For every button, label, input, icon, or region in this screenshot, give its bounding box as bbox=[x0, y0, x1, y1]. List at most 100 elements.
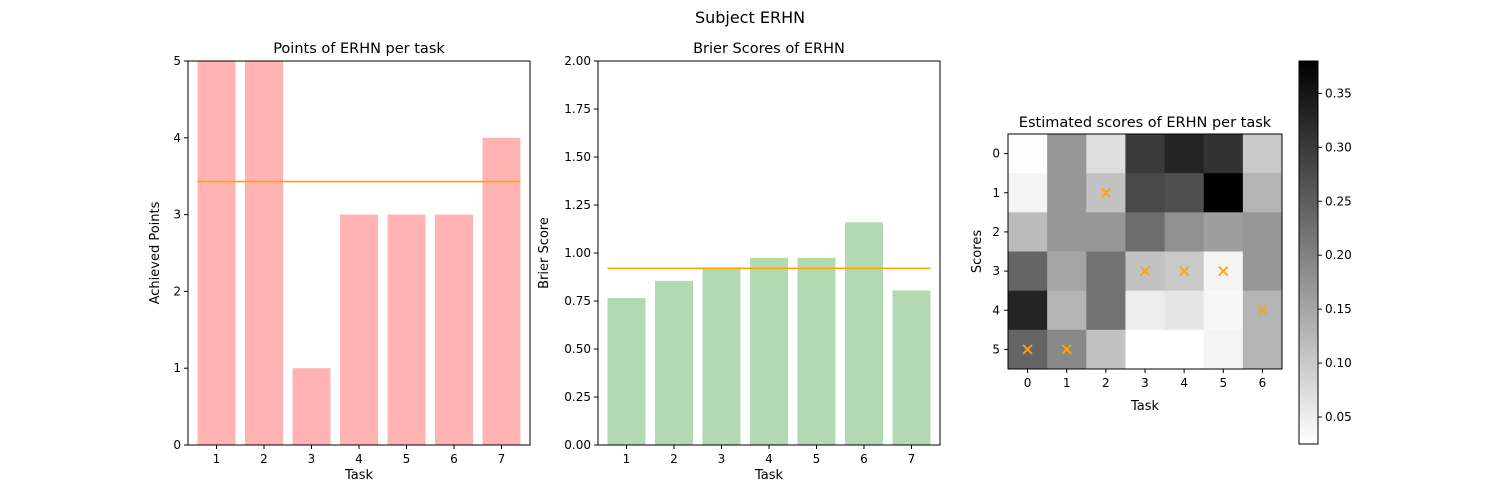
y-tick-label: 0.00 bbox=[564, 438, 591, 452]
figure-suptitle: Subject ERHN bbox=[695, 8, 805, 27]
y-tick-label: 1.50 bbox=[564, 150, 591, 164]
heatmap-cell bbox=[1047, 251, 1087, 292]
y-tick-label: 2 bbox=[992, 225, 1000, 239]
y-tick-label: 4 bbox=[992, 303, 1000, 317]
y-tick-label: 1.00 bbox=[564, 246, 591, 260]
bar bbox=[892, 290, 931, 445]
x-tick-label: 3 bbox=[718, 452, 726, 466]
heatmap-cell bbox=[1164, 212, 1205, 252]
heatmap-cell bbox=[1047, 212, 1087, 252]
bar bbox=[750, 257, 788, 445]
y-tick-label: 3 bbox=[173, 208, 181, 222]
chart-title: Points of ERHN per task bbox=[273, 41, 445, 57]
y-tick-label: 5 bbox=[173, 54, 181, 68]
bar bbox=[197, 61, 236, 445]
y-tick-label: 0.75 bbox=[564, 294, 591, 308]
y-tick-label: 0 bbox=[992, 147, 1000, 161]
heatmap-cell bbox=[1125, 212, 1166, 252]
bar bbox=[702, 267, 741, 445]
x-tick-label: 7 bbox=[498, 452, 506, 466]
colorbar-tick-label: 0.10 bbox=[1325, 356, 1352, 370]
heatmap-cell bbox=[1047, 290, 1087, 331]
y-axis-label: Achieved Points bbox=[148, 201, 163, 304]
x-tick-label: 7 bbox=[908, 452, 916, 466]
x-tick-label: 6 bbox=[450, 452, 458, 466]
bar bbox=[845, 222, 883, 445]
y-tick-label: 1.75 bbox=[564, 102, 591, 116]
heatmap-cell bbox=[1164, 329, 1205, 370]
x-tick-label: 4 bbox=[355, 452, 363, 466]
true-score-marker bbox=[1218, 265, 1229, 277]
x-tick-label: 1 bbox=[213, 452, 221, 466]
heatmap-cell bbox=[1125, 134, 1166, 174]
y-tick-label: 2.00 bbox=[564, 54, 591, 68]
colorbar-tick-label: 0.35 bbox=[1325, 86, 1352, 100]
chart-title: Brier Scores of ERHN bbox=[693, 41, 845, 57]
x-tick-label: 4 bbox=[765, 452, 773, 466]
heatmap-cell bbox=[1086, 329, 1126, 370]
y-tick-label: 0.25 bbox=[564, 390, 591, 404]
y-tick-label: 3 bbox=[992, 264, 1000, 278]
y-tick-label: 1 bbox=[992, 186, 1000, 200]
y-tick-label: 0 bbox=[173, 438, 181, 452]
true-score-marker bbox=[1022, 344, 1033, 355]
true-score-marker bbox=[1139, 265, 1151, 277]
true-score-marker bbox=[1061, 344, 1072, 355]
x-tick-label: 3 bbox=[1141, 376, 1149, 390]
heatmap-cell bbox=[1086, 212, 1126, 252]
true-score-marker bbox=[1179, 265, 1190, 277]
heatmap-cell bbox=[1086, 251, 1126, 292]
x-tick-label: 2 bbox=[260, 452, 268, 466]
x-tick-label: 2 bbox=[1102, 376, 1110, 390]
colorbar-tick-label: 0.25 bbox=[1325, 194, 1352, 208]
heatmap-cell bbox=[1203, 173, 1244, 213]
true-score-marker bbox=[1257, 305, 1268, 316]
heatmap-cell bbox=[1164, 134, 1205, 174]
heatmap-cell bbox=[1242, 173, 1283, 213]
colorbar-tick-label: 0.20 bbox=[1325, 248, 1352, 262]
y-tick-label: 0.50 bbox=[564, 342, 591, 356]
x-tick-label: 1 bbox=[623, 452, 631, 466]
bar bbox=[245, 61, 283, 445]
y-tick-label: 4 bbox=[173, 131, 181, 145]
bar bbox=[655, 280, 693, 445]
heatmap-cell bbox=[1164, 290, 1205, 331]
x-tick-label: 6 bbox=[1259, 376, 1267, 390]
estimated-scores-heatmap: 0 1 2 3 4 5 6 0 1 2 3 4 5 Estimated scores of ERHN pe… bbox=[970, 115, 1283, 414]
x-tick-label: 1 bbox=[1063, 376, 1071, 390]
y-tick-label: 1.25 bbox=[564, 198, 591, 212]
brier-bar-chart: 1 2 3 4 5 6 7 0.00 0.25 0.50 0.75 1.00 1.25 1.50 1.75 2… bbox=[537, 41, 941, 483]
x-axis-label: Task bbox=[344, 468, 374, 483]
bar bbox=[482, 137, 521, 446]
y-axis-label: Scores bbox=[970, 230, 985, 273]
heatmap-cell bbox=[1203, 329, 1244, 370]
bar bbox=[387, 214, 426, 445]
x-tick-label: 5 bbox=[403, 452, 411, 466]
heatmap-cell bbox=[1203, 134, 1244, 174]
heatmap-cell bbox=[1203, 290, 1244, 331]
heatmap-cell bbox=[1242, 251, 1283, 292]
heatmap-cell bbox=[1008, 290, 1048, 331]
x-tick-label: 0 bbox=[1024, 376, 1032, 390]
heatmap-cell bbox=[1242, 134, 1283, 174]
y-tick-label: 5 bbox=[992, 342, 1000, 356]
y-tick-label: 1 bbox=[173, 361, 181, 375]
points-bar-chart: 1 2 3 4 5 6 7 0 1 2 3 4 5 Points of ERHN per task Task… bbox=[148, 41, 531, 483]
heatmap-cell bbox=[1008, 212, 1048, 252]
true-score-marker bbox=[1100, 187, 1111, 198]
heatmap-cell bbox=[1164, 173, 1205, 213]
x-axis-label: Task bbox=[754, 468, 784, 483]
x-tick-label: 3 bbox=[308, 452, 316, 466]
bar bbox=[607, 298, 646, 445]
heatmap-cell bbox=[1125, 329, 1166, 370]
x-tick-label: 4 bbox=[1180, 376, 1188, 390]
heatmap-cell bbox=[1008, 173, 1048, 213]
bar bbox=[435, 214, 473, 445]
heatmap-cell bbox=[1125, 290, 1166, 331]
x-tick-label: 6 bbox=[860, 452, 868, 466]
chart-title: Estimated scores of ERHN per task bbox=[1019, 115, 1272, 131]
bar bbox=[797, 257, 836, 445]
colorbar-scale bbox=[1298, 60, 1319, 445]
x-tick-label: 2 bbox=[670, 452, 678, 466]
